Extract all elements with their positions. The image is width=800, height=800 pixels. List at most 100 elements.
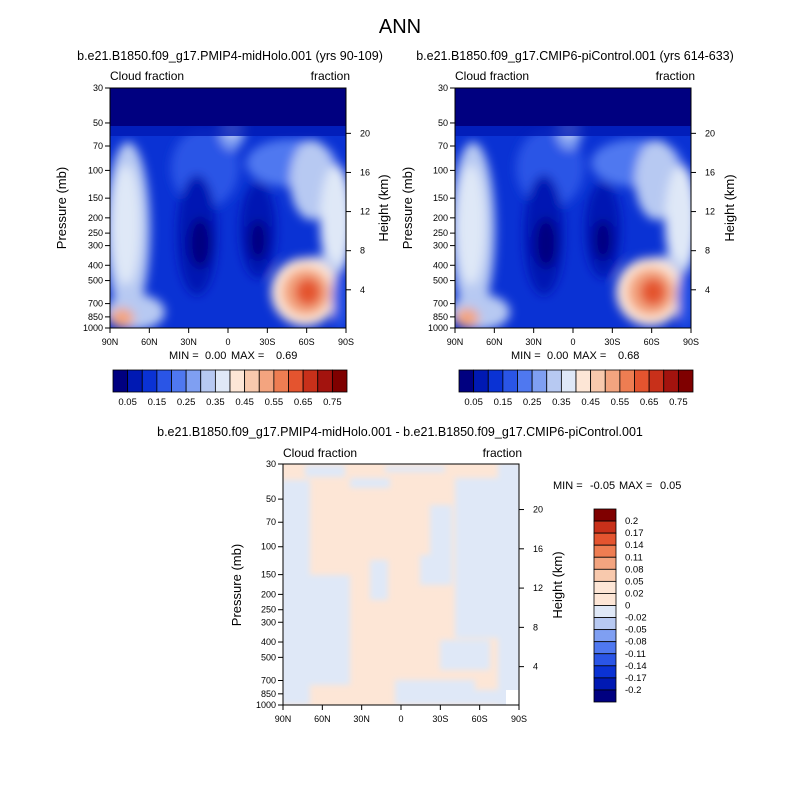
y2-tick-label: 20 — [705, 128, 715, 138]
colorbar: 0.20.170.140.110.080.050.020-0.02-0.05-0… — [593, 508, 647, 703]
y-tick-label: 30 — [266, 459, 276, 469]
colorbar-box — [531, 369, 548, 393]
colorbar-box — [273, 369, 289, 393]
x-tick-label: 90S — [338, 337, 354, 347]
colorbar-box — [258, 369, 275, 393]
x-tick-label: 90S — [683, 337, 699, 347]
x-tick-label: 60S — [299, 337, 315, 347]
colorbar-label: -0.2 — [625, 685, 641, 696]
colorbar-box — [593, 568, 617, 582]
colorbar-label: 0.75 — [323, 397, 342, 408]
y-tick-label: 100 — [433, 165, 448, 175]
y-axis-label: Pressure (mb) — [400, 167, 415, 249]
y-tick-label: 50 — [438, 118, 448, 128]
y-tick-label: 1000 — [83, 323, 103, 333]
y-tick-label: 500 — [88, 276, 103, 286]
max-label: MAX = — [573, 350, 606, 362]
axes: 90N 60N 30N 0 30S 60S 90S100085070050040030025… — [83, 83, 370, 347]
contour-field — [455, 88, 691, 328]
y-tick-label: 70 — [266, 517, 276, 527]
colorbar-label: 0.25 — [523, 397, 542, 408]
x-tick-label: 30N — [525, 337, 542, 347]
max-value: 0.68 — [618, 350, 639, 362]
y-tick-label: 700 — [433, 299, 448, 309]
colorbar-box — [487, 369, 504, 393]
panel-midholo: b.e21.B1850.f09_g17.PMIP4-midHolo.001 (y… — [54, 49, 391, 408]
y2-tick-label: 8 — [360, 246, 365, 256]
y-tick-label: 50 — [266, 494, 276, 504]
y-tick-label: 200 — [261, 589, 276, 599]
colorbar-box — [141, 369, 158, 393]
y-tick-label: 100 — [261, 542, 276, 552]
field-blobs — [455, 106, 691, 328]
y-tick-label: 30 — [93, 83, 103, 93]
x-tick-label: 30S — [432, 714, 448, 724]
y-tick-label: 300 — [261, 617, 276, 627]
colorbar-label: -0.05 — [625, 625, 647, 636]
figure-title: ANN — [379, 16, 421, 38]
y-tick-label: 500 — [261, 652, 276, 662]
variable-label: Cloud fraction — [283, 446, 357, 460]
colorbar-box — [593, 508, 617, 522]
colorbar-box — [593, 580, 617, 594]
y2-axis-label: Height (km) — [376, 174, 391, 241]
y-tick-label: 300 — [88, 241, 103, 251]
colorbar-label: 0.25 — [177, 397, 196, 408]
variable-label: Cloud fraction — [455, 69, 529, 83]
colorbar-label: -0.14 — [625, 661, 647, 672]
y-axis-label: Pressure (mb) — [54, 167, 69, 249]
y2-tick-label: 20 — [533, 505, 543, 515]
min-label: MIN = — [511, 350, 541, 362]
colorbar-label: 0.05 — [464, 397, 483, 408]
colorbar-box — [214, 369, 231, 393]
colorbar-label: 0.11 — [625, 552, 643, 563]
colorbar-label: -0.08 — [625, 637, 647, 648]
y-tick-label: 250 — [88, 228, 103, 238]
field-patches — [283, 464, 519, 705]
colorbar-box — [593, 689, 617, 703]
x-tick-label: 60N — [314, 714, 331, 724]
stats-line: MIN = 0.00 MAX = 0.68 — [511, 350, 639, 362]
colorbar-box — [171, 369, 187, 393]
panel-title: b.e21.B1850.f09_g17.PMIP4-midHolo.001 (y… — [77, 49, 383, 63]
contour-field — [110, 88, 346, 328]
min-label: MIN = — [553, 480, 583, 492]
y-tick-label: 30 — [438, 83, 448, 93]
colorbar-box — [185, 369, 202, 393]
colorbar: 0.05 0.15 0.25 0.35 0.45 0.55 0.65 0.75 — [458, 369, 694, 408]
colorbar-box — [331, 369, 348, 393]
y2-tick-label: 8 — [705, 246, 710, 256]
y-tick-label: 70 — [93, 141, 103, 151]
x-tick-label: 30N — [353, 714, 370, 724]
panel-title: b.e21.B1850.f09_g17.CMIP6-piControl.001 … — [416, 49, 734, 63]
colorbar-box — [593, 677, 617, 691]
panel-difference: b.e21.B1850.f09_g17.PMIP4-midHolo.001 - … — [157, 425, 681, 724]
colorbar-label: 0.45 — [235, 397, 254, 408]
colorbar-box — [593, 544, 617, 558]
colorbar: 0.05 0.15 0.25 0.35 0.45 0.55 0.65 0.75 — [112, 369, 348, 408]
colorbar-box — [590, 369, 606, 393]
y2-tick-label: 16 — [533, 544, 543, 554]
units-label: fraction — [483, 446, 522, 460]
y2-tick-label: 16 — [705, 167, 715, 177]
y-tick-label: 70 — [438, 141, 448, 151]
y2-axis-label: Height (km) — [722, 174, 737, 241]
y-tick-label: 200 — [88, 213, 103, 223]
y-tick-label: 1000 — [428, 323, 448, 333]
colorbar-label: -0.17 — [625, 673, 647, 684]
colorbar-box — [593, 629, 617, 643]
y-tick-label: 400 — [433, 260, 448, 270]
colorbar-box — [604, 369, 621, 393]
colorbar-box — [317, 369, 333, 393]
colorbar-box — [127, 369, 143, 393]
variable-label: Cloud fraction — [110, 69, 184, 83]
y-tick-label: 850 — [88, 312, 103, 322]
colorbar-box — [593, 641, 617, 655]
field-top-band — [110, 88, 346, 126]
min-value: 0.00 — [547, 350, 568, 362]
colorbar-box — [288, 369, 304, 393]
y-tick-label: 850 — [261, 689, 276, 699]
x-tick-label: 60N — [486, 337, 503, 347]
y2-tick-label: 20 — [360, 128, 370, 138]
